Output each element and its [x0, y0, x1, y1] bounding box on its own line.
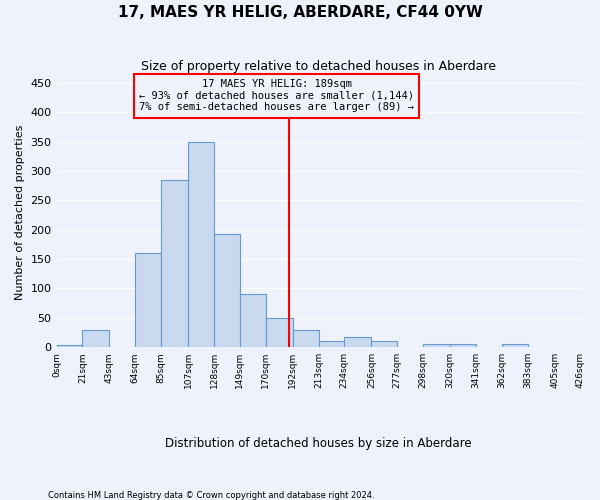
Text: 17, MAES YR HELIG, ABERDARE, CF44 0YW: 17, MAES YR HELIG, ABERDARE, CF44 0YW — [118, 5, 482, 20]
Text: 17 MAES YR HELIG: 189sqm
← 93% of detached houses are smaller (1,144)
7% of semi: 17 MAES YR HELIG: 189sqm ← 93% of detach… — [139, 79, 414, 112]
Title: Size of property relative to detached houses in Aberdare: Size of property relative to detached ho… — [141, 60, 496, 73]
Bar — [188, 142, 214, 347]
Bar — [293, 330, 319, 347]
Y-axis label: Number of detached properties: Number of detached properties — [15, 124, 25, 300]
Bar — [502, 344, 527, 347]
Bar — [214, 234, 240, 347]
Bar — [161, 180, 188, 347]
Bar — [423, 344, 450, 347]
Bar — [371, 342, 397, 347]
Bar — [56, 346, 82, 347]
Bar — [82, 330, 109, 347]
Bar — [135, 253, 161, 347]
Bar — [450, 344, 476, 347]
Bar — [319, 342, 344, 347]
Text: Contains HM Land Registry data © Crown copyright and database right 2024.: Contains HM Land Registry data © Crown c… — [48, 490, 374, 500]
Bar — [266, 318, 293, 347]
Bar — [344, 337, 371, 347]
Bar — [240, 294, 266, 347]
X-axis label: Distribution of detached houses by size in Aberdare: Distribution of detached houses by size … — [165, 437, 472, 450]
